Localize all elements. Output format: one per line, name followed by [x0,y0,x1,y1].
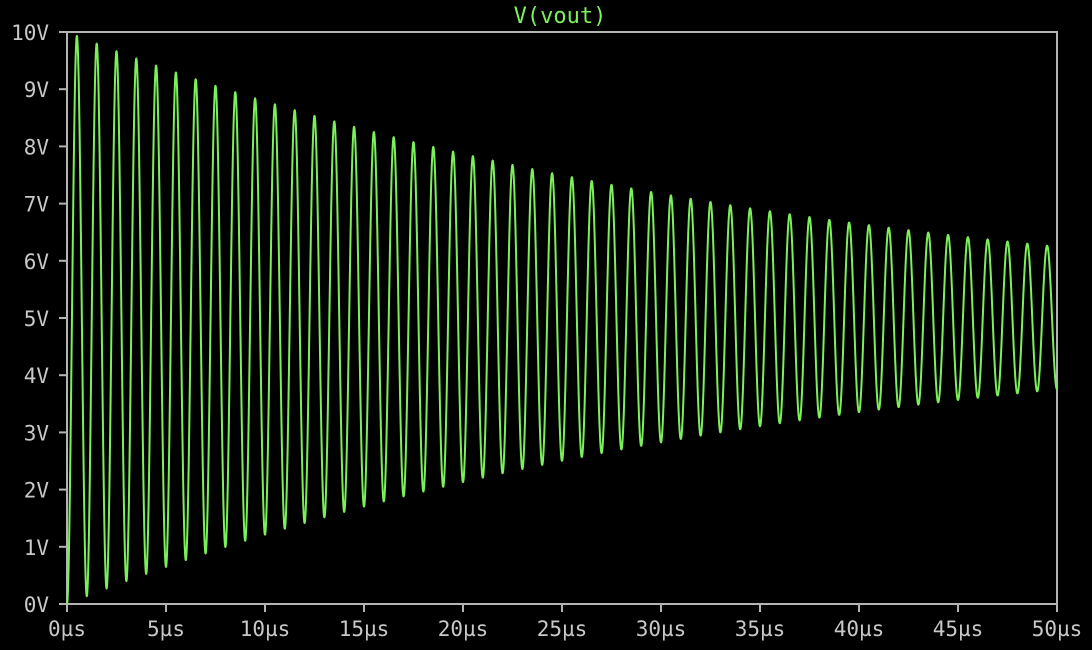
x-tick-label: 5µs [147,617,185,641]
plot-frame [66,31,1058,605]
x-tick-label: 25µs [537,617,588,641]
y-tick-label: 7V [24,193,50,217]
y-tick-label: 5V [24,307,50,331]
y-tick-label: 2V [24,479,50,503]
y-tick-label: 4V [24,364,50,388]
x-tick-label: 45µs [933,617,984,641]
trace-title[interactable]: V(vout) [514,4,607,29]
y-tick-label: 9V [24,78,50,102]
y-tick-label: 0V [24,593,50,617]
x-tick-label: 50µs [1032,617,1083,641]
x-tick-label: 15µs [339,617,390,641]
y-tick-label: 1V [24,536,50,560]
y-tick-label: 6V [24,250,50,274]
x-tick-label: 10µs [240,617,291,641]
trace-vout[interactable] [66,34,1058,605]
trace-layer[interactable] [66,34,1058,605]
x-tick-label: 20µs [438,617,489,641]
y-axis: 0V 1V 2V 3V 4V 5V 6V 7V 8V 9V 10V [11,21,67,617]
x-tick-label: 0µs [48,617,86,641]
x-tick-label: 40µs [834,617,885,641]
y-tick-label: 10V [11,21,49,45]
x-tick-label: 35µs [735,617,786,641]
y-tick-label: 8V [24,135,50,159]
x-tick-label: 30µs [636,617,687,641]
x-axis: 0µs 5µs 10µs 15µs 20µs 25µs 30µs 35µs 40µs 45µs 50… [48,604,1082,641]
y-tick-label: 3V [24,421,50,445]
